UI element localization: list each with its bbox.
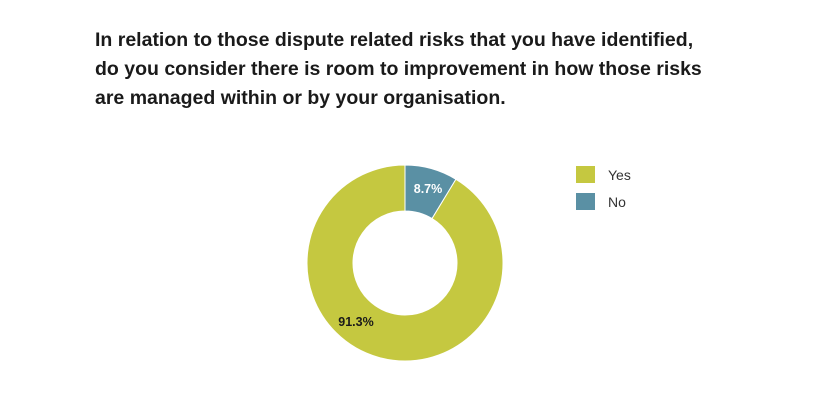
legend-label-no: No [608,193,626,210]
donut-slice-yes [306,164,504,362]
legend-swatch-no [576,193,595,210]
slice-label-yes: 91.3% [338,315,373,329]
chart-title-line-2: do you consider there is room to improve… [95,58,702,80]
legend: Yes No [576,166,631,220]
chart-title-line-3: are managed within or by your organisati… [95,87,506,109]
legend-label-yes: Yes [608,166,631,183]
slice-label-no: 8.7% [414,182,443,196]
legend-item-no: No [576,193,631,210]
legend-swatch-yes [576,166,595,183]
chart-title: In relation to those dispute related ris… [95,26,785,113]
legend-item-yes: Yes [576,166,631,183]
chart-title-line-1: In relation to those dispute related ris… [95,29,694,51]
